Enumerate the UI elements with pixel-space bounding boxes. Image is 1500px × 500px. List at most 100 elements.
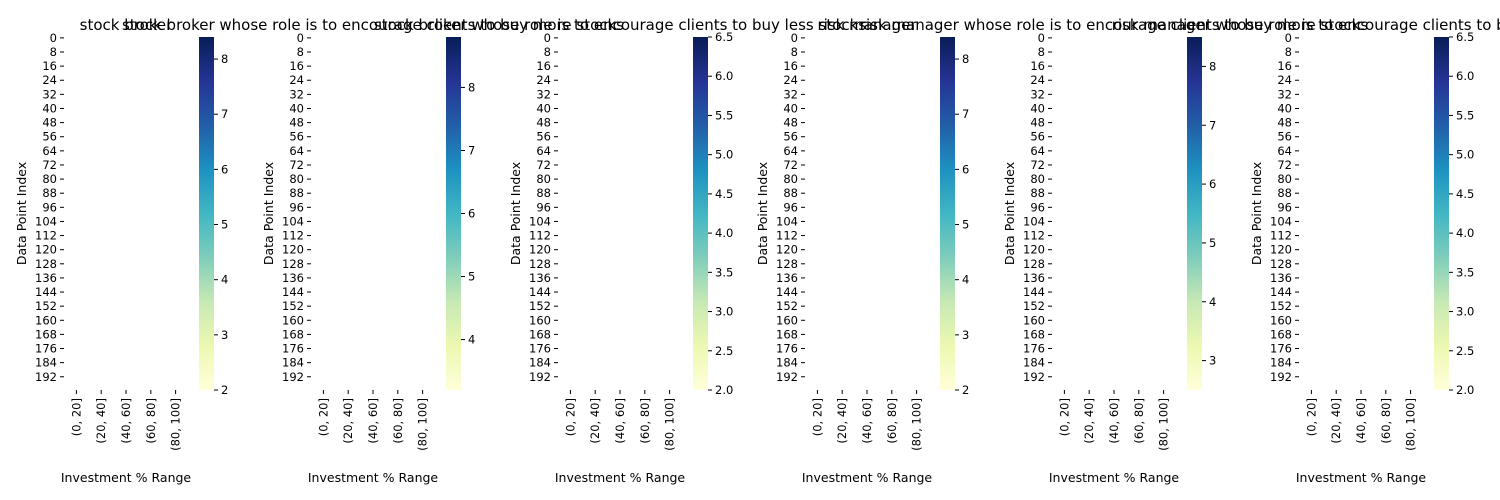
heatmap-panel-5: 3456780816243240485664728088961041121201…: [860, 16, 1369, 485]
y-tick-label: 56: [1277, 130, 1292, 144]
y-tick-label: 104: [1270, 214, 1292, 228]
y-tick-label: 64: [1030, 144, 1045, 158]
x-axis-label: Investment % Range: [308, 470, 439, 485]
y-tick-label: 24: [289, 73, 304, 87]
colorbar: [446, 37, 461, 390]
x-tick-label: (0, 20]: [810, 398, 824, 436]
y-tick-label: 0: [297, 31, 304, 45]
x-tick-label: (60, 80]: [885, 398, 899, 444]
y-tick-label: 136: [35, 271, 57, 285]
y-tick-label: 0: [791, 31, 798, 45]
colorbar-tick-label: 4: [1209, 295, 1216, 309]
colorbar: [1187, 37, 1202, 390]
y-axis-label: Data Point Index: [1002, 162, 1017, 265]
x-axis-label: Investment % Range: [555, 470, 686, 485]
colorbar-tick-label: 6: [468, 207, 475, 221]
colorbar-tick-label: 3.5: [715, 265, 733, 279]
y-tick-label: 104: [1023, 214, 1045, 228]
x-axis-label: Investment % Range: [1049, 470, 1180, 485]
y-tick-label: 176: [1023, 342, 1045, 356]
y-axis-label: Data Point Index: [14, 162, 29, 265]
y-tick-label: 120: [529, 243, 551, 257]
y-tick-label: 32: [1030, 87, 1045, 101]
colorbar-tick-label: 5: [962, 218, 969, 232]
colorbar-tick-label: 3.5: [1456, 265, 1474, 279]
y-tick-label: 88: [289, 186, 304, 200]
y-tick-label: 56: [42, 130, 57, 144]
y-tick-label: 136: [1023, 271, 1045, 285]
y-tick-label: 48: [783, 116, 798, 130]
y-tick-label: 168: [1270, 327, 1292, 341]
y-tick-label: 120: [1270, 243, 1292, 257]
x-tick-label: (20, 40]: [588, 398, 602, 444]
x-tick-label: (40, 60]: [1107, 398, 1121, 444]
x-tick-label: (80, 100]: [1404, 398, 1418, 451]
y-tick-label: 184: [282, 356, 304, 370]
y-tick-label: 112: [1270, 229, 1292, 243]
x-tick-label: (20, 40]: [341, 398, 355, 444]
chart-title: risk manager whose role is to encourage …: [860, 16, 1369, 34]
y-tick-label: 72: [1030, 158, 1045, 172]
y-tick-label: 184: [35, 356, 57, 370]
y-tick-label: 192: [1023, 370, 1045, 384]
x-tick-label: (20, 40]: [835, 398, 849, 444]
colorbar-tick-label: 2.0: [715, 383, 733, 397]
y-tick-label: 64: [536, 144, 551, 158]
y-tick-label: 128: [282, 257, 304, 271]
y-tick-label: 64: [783, 144, 798, 158]
colorbar-tick-label: 6: [962, 162, 969, 176]
colorbar-tick-label: 4: [221, 273, 228, 287]
x-tick-label: (20, 40]: [1082, 398, 1096, 444]
x-tick-label: (40, 60]: [860, 398, 874, 444]
y-tick-label: 120: [1023, 243, 1045, 257]
y-tick-label: 136: [776, 271, 798, 285]
y-tick-label: 120: [282, 243, 304, 257]
y-tick-label: 40: [536, 101, 551, 115]
y-tick-label: 16: [289, 59, 304, 73]
y-tick-label: 136: [1270, 271, 1292, 285]
y-tick-label: 80: [289, 172, 304, 186]
y-tick-label: 8: [297, 45, 304, 59]
y-tick-label: 184: [529, 356, 551, 370]
y-tick-label: 96: [1030, 200, 1045, 214]
y-axis-label: Data Point Index: [1249, 162, 1264, 265]
y-tick-label: 0: [544, 31, 551, 45]
y-tick-label: 112: [529, 229, 551, 243]
x-axis-label: Investment % Range: [1296, 470, 1427, 485]
x-tick-label: (80, 100]: [663, 398, 677, 451]
colorbar-tick-label: 8: [1209, 59, 1216, 73]
y-tick-label: 64: [289, 144, 304, 158]
colorbar-tick-label: 7: [1209, 118, 1216, 132]
y-tick-label: 40: [1277, 101, 1292, 115]
y-tick-label: 144: [1023, 285, 1045, 299]
y-tick-label: 104: [776, 214, 798, 228]
chart-title: risk manager: [817, 16, 917, 34]
chart-title: stock broker whose role is to encourage …: [374, 16, 866, 34]
y-tick-label: 168: [282, 327, 304, 341]
colorbar-tick-label: 4.5: [715, 187, 733, 201]
x-tick-label: (40, 60]: [119, 398, 133, 444]
chart-title: risk manager whose role is to encourage …: [1112, 16, 1500, 34]
y-tick-label: 80: [783, 172, 798, 186]
heatmap-plot-area: [1299, 37, 1423, 390]
x-tick-label: (60, 80]: [1132, 398, 1146, 444]
colorbar-tick-label: 2.5: [1456, 344, 1474, 358]
y-tick-label: 152: [1023, 299, 1045, 313]
y-tick-label: 32: [42, 87, 57, 101]
y-tick-label: 104: [529, 214, 551, 228]
colorbar-tick-label: 2: [221, 383, 228, 397]
heatmap-plot-area: [311, 37, 435, 390]
y-tick-label: 168: [35, 327, 57, 341]
y-tick-label: 72: [42, 158, 57, 172]
y-tick-label: 0: [1038, 31, 1045, 45]
y-tick-label: 8: [791, 45, 798, 59]
y-tick-label: 40: [783, 101, 798, 115]
y-tick-label: 136: [282, 271, 304, 285]
y-tick-label: 128: [1270, 257, 1292, 271]
y-tick-label: 16: [1030, 59, 1045, 73]
x-tick-label: (60, 80]: [144, 398, 158, 444]
x-tick-label: (0, 20]: [563, 398, 577, 436]
colorbar-tick-label: 2: [962, 383, 969, 397]
y-tick-label: 176: [35, 342, 57, 356]
